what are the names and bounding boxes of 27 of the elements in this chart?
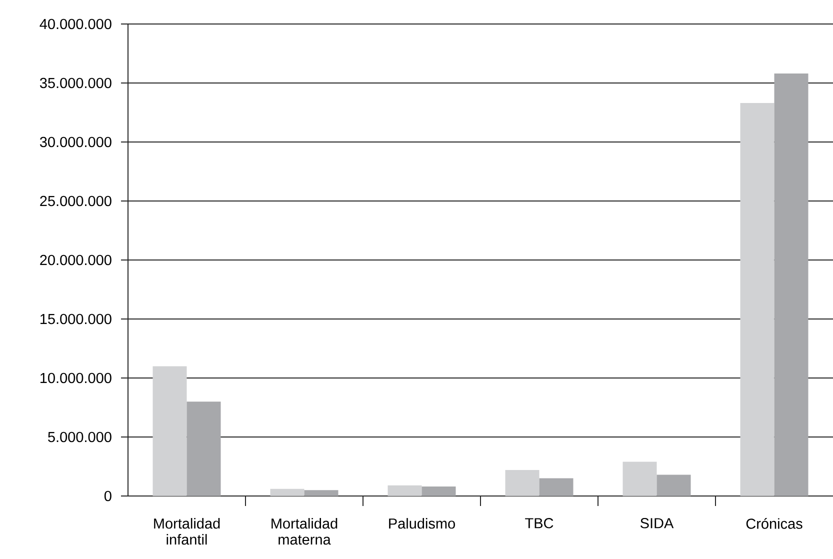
x-tick-label: Mortalidad infantil bbox=[154, 518, 220, 545]
bar bbox=[505, 470, 540, 496]
y-tick-label: 5.000.000 bbox=[48, 432, 112, 442]
bar bbox=[152, 366, 187, 496]
y-tick-label: 25.000.000 bbox=[40, 196, 112, 206]
bar bbox=[539, 478, 574, 496]
bar bbox=[270, 488, 304, 496]
y-tick-label: 10.000.000 bbox=[40, 372, 112, 384]
y-tick-label: 20.000.000 bbox=[40, 254, 112, 266]
x-tick-label: TBC bbox=[525, 518, 554, 528]
bar bbox=[774, 74, 808, 496]
y-tick-label: 30.000.000 bbox=[40, 136, 112, 148]
y-tick-label: 0 bbox=[104, 490, 112, 502]
bar bbox=[422, 486, 456, 496]
bar bbox=[622, 462, 657, 496]
bar bbox=[304, 490, 338, 496]
y-tick-label: 40.000.000 bbox=[40, 18, 112, 30]
bar bbox=[388, 485, 422, 496]
x-tick-label: Crónicas bbox=[746, 518, 802, 529]
bar bbox=[656, 474, 691, 496]
bar bbox=[740, 103, 774, 496]
bar bbox=[186, 402, 221, 496]
y-tick-label: 15.000.000 bbox=[40, 314, 112, 324]
x-tick-label: Mortalidad materna bbox=[272, 518, 338, 545]
x-tick-label: Paludismo bbox=[389, 518, 455, 529]
x-tick-label: SIDA bbox=[640, 518, 674, 528]
y-tick-label: 35.000.000 bbox=[40, 78, 112, 88]
